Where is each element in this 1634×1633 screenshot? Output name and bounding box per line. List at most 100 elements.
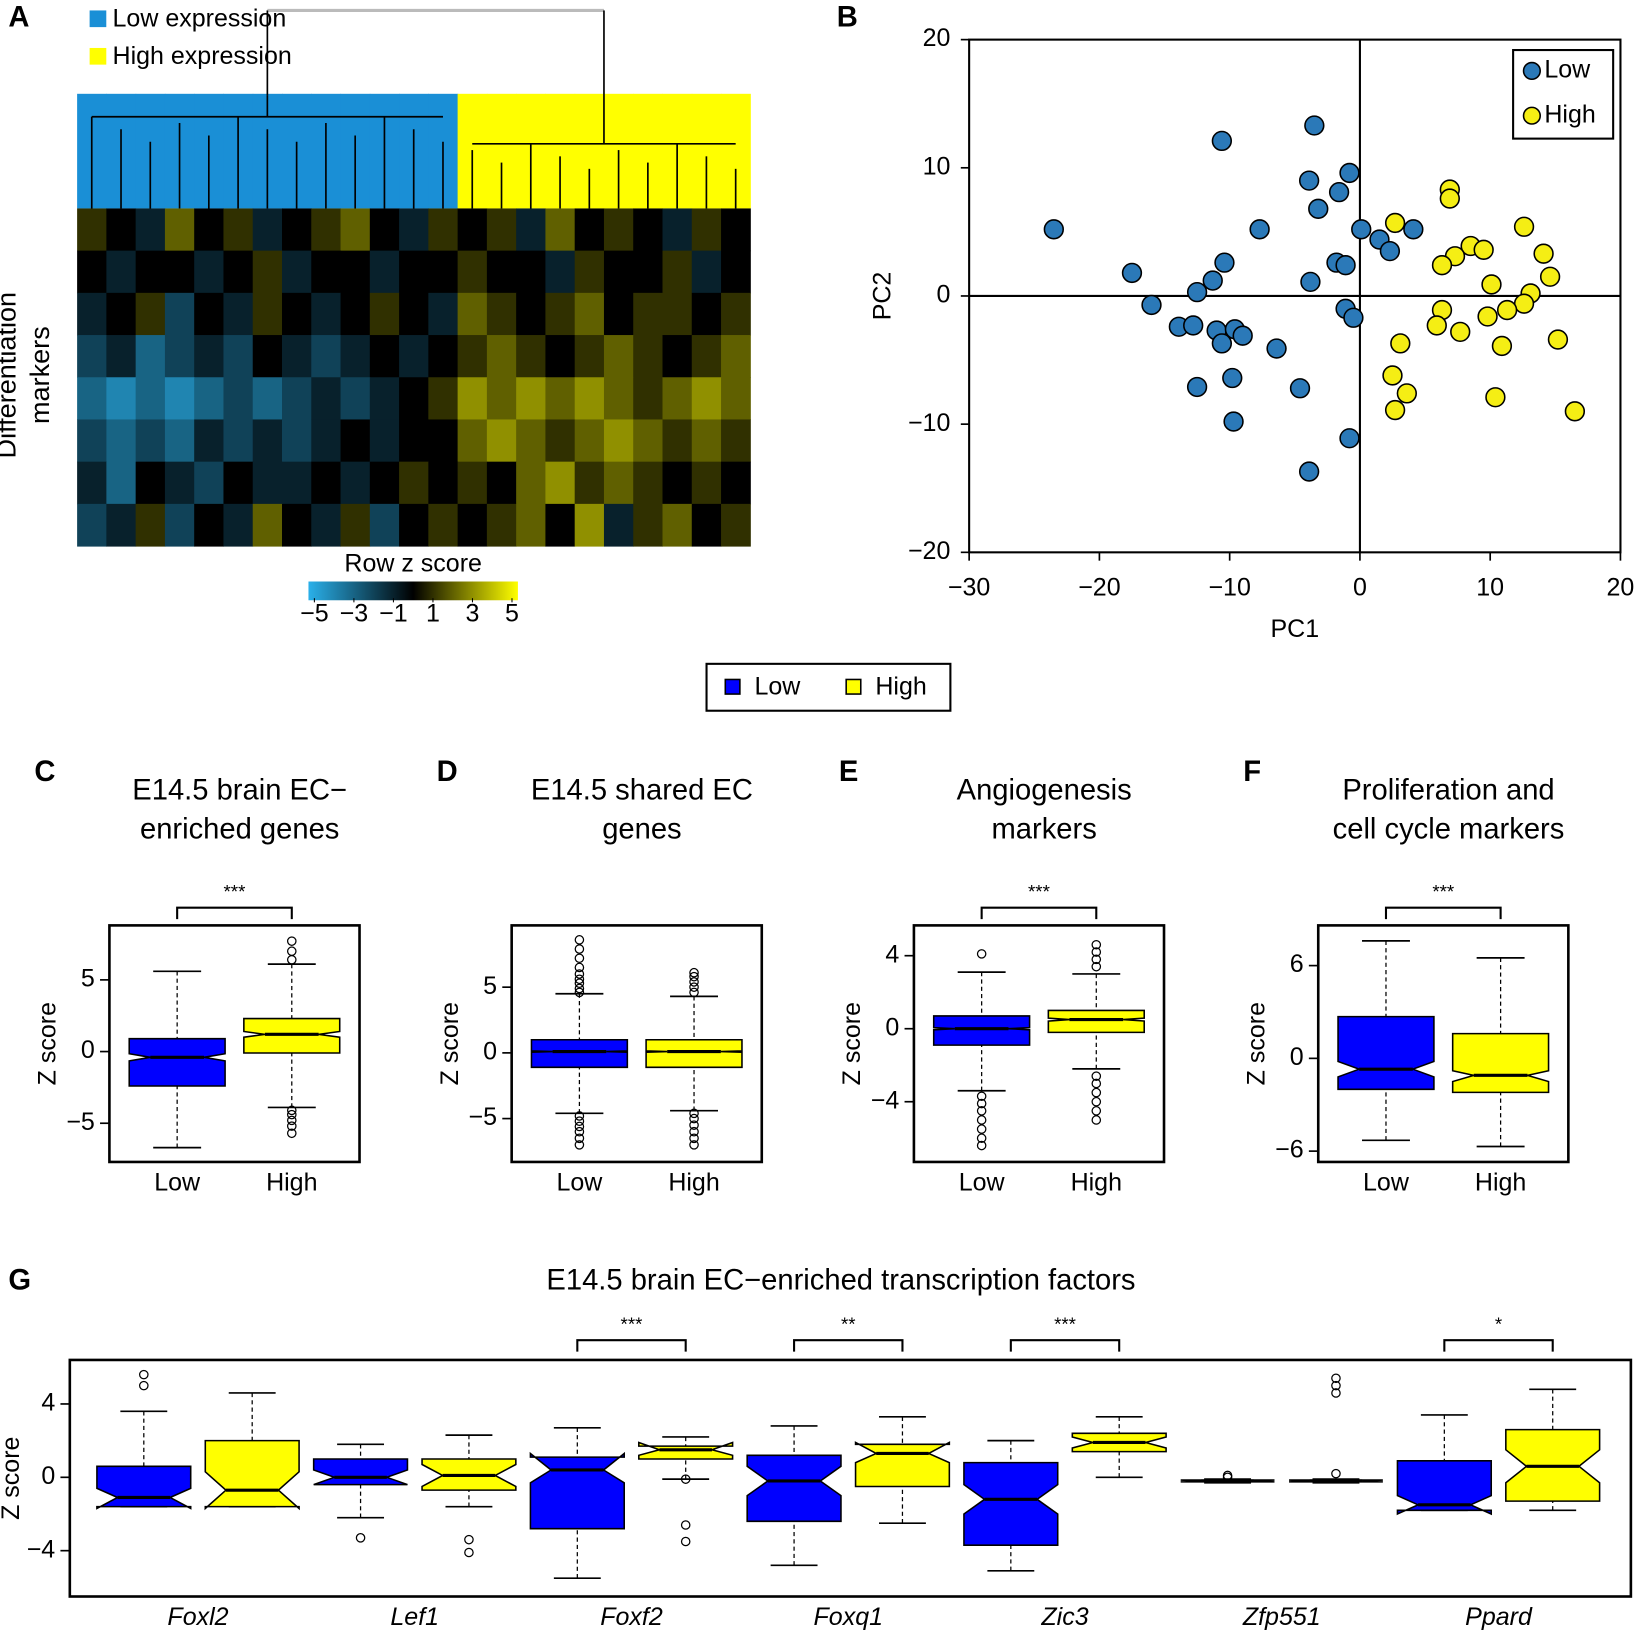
point	[1431, 255, 1453, 276]
heatmap-cell	[164, 335, 195, 378]
outlier	[1091, 954, 1102, 965]
x-tick-label: Foxq1	[814, 1603, 883, 1631]
outlier	[286, 1109, 297, 1120]
heatmap-cell	[164, 208, 195, 252]
heatmap-cell	[399, 377, 429, 420]
y-tick-label: 5	[483, 972, 497, 1000]
outlier	[574, 935, 585, 945]
y-axis-label: Z score	[436, 1002, 464, 1085]
point	[1141, 294, 1162, 316]
outlier	[976, 1140, 987, 1151]
outlier	[976, 1091, 987, 1102]
heatmap-cell	[691, 419, 722, 463]
significance-bracket	[980, 906, 1098, 920]
significance-label: ***	[1028, 881, 1050, 902]
plot-frame	[510, 924, 764, 1164]
point	[1289, 378, 1311, 399]
heatmap-cell	[106, 335, 137, 378]
x-tick-label: Zfp551	[1242, 1603, 1321, 1631]
heatmap-cell	[77, 292, 107, 336]
heatmap-cell	[164, 461, 195, 505]
heatmap-cell	[340, 292, 371, 336]
box	[963, 1461, 1059, 1546]
y-axis-label: Z score	[838, 1002, 866, 1085]
heatmap-cell	[369, 208, 400, 252]
heatmap-cell	[633, 292, 664, 336]
heatmap-cell	[194, 208, 224, 252]
outlier	[574, 983, 585, 994]
outlier	[574, 987, 585, 998]
heatmap-cell	[516, 461, 546, 505]
y-tick-label: 5	[81, 964, 95, 992]
y-axis-label: Z score	[1242, 1002, 1270, 1085]
point	[1390, 333, 1411, 354]
outlier	[689, 982, 699, 992]
point	[1186, 376, 1208, 398]
heatmap-cell	[633, 503, 664, 547]
point	[1533, 243, 1554, 264]
heatmap-cell	[574, 419, 605, 463]
heatmap-cell	[486, 208, 517, 252]
heatmap-cell	[369, 419, 400, 463]
y-tick-label: 20	[923, 24, 951, 52]
x-tick-label: Low	[556, 1168, 603, 1196]
heatmap-cell	[428, 250, 459, 294]
x-tick-label: 0	[1353, 573, 1367, 601]
point	[1043, 219, 1064, 240]
heatmap-cell	[486, 250, 517, 294]
heatmap-cell	[574, 335, 605, 378]
outlier	[976, 1106, 987, 1116]
point	[1223, 411, 1244, 432]
heatmap-cell	[486, 461, 517, 505]
point	[1214, 252, 1235, 273]
heatmap-cell	[106, 292, 137, 336]
colorbar-tick-label: 1	[426, 599, 440, 627]
heatmap-cell	[545, 503, 576, 547]
heatmap-cell	[399, 503, 429, 547]
significance-label: ***	[1432, 881, 1454, 902]
x-axis-label: PC1	[1270, 615, 1319, 643]
y-axis-label: Differentiation	[0, 292, 21, 459]
heatmap-cell	[252, 461, 283, 505]
point	[1266, 338, 1287, 359]
heatmap-cell	[106, 250, 137, 294]
x-tick-label: Zic3	[1040, 1603, 1088, 1631]
outlier	[689, 987, 699, 998]
outlier	[976, 1098, 987, 1109]
x-tick-label: Lef1	[390, 1603, 439, 1631]
heatmap-cell	[633, 250, 664, 294]
outlier	[574, 1126, 585, 1137]
heatmap-cell	[428, 292, 459, 336]
outlier	[976, 1133, 987, 1144]
box	[1396, 1460, 1493, 1516]
significance-bracket	[176, 906, 293, 920]
outlier	[689, 1108, 699, 1119]
heatmap-cell	[516, 503, 546, 547]
panel-letter: F	[1243, 756, 1261, 788]
significance-label: ***	[621, 1314, 643, 1335]
heatmap-cell	[721, 292, 751, 336]
heatmap-cell	[135, 377, 166, 420]
outlier	[1091, 1071, 1102, 1081]
panel-title: enriched genes	[140, 813, 339, 845]
outlier	[286, 1105, 297, 1116]
outlier	[1222, 1472, 1233, 1483]
heatmap-cell	[399, 292, 429, 336]
outlier	[286, 955, 297, 965]
heatmap-cell	[721, 461, 751, 505]
outlier	[574, 1133, 585, 1144]
outlier	[574, 974, 585, 985]
x-tick-label: −30	[948, 573, 990, 601]
point	[1382, 365, 1403, 386]
significance-bracket	[1443, 1339, 1554, 1352]
heatmap-cell	[106, 503, 137, 547]
legend-label: Low	[1544, 55, 1591, 83]
outlier	[355, 1533, 366, 1543]
heatmap-cell	[457, 335, 488, 378]
heatmap-cell	[691, 461, 722, 505]
y-tick-label: 0	[936, 281, 950, 309]
point	[1426, 315, 1447, 336]
heatmap-cell	[164, 419, 195, 463]
point	[1491, 335, 1513, 357]
